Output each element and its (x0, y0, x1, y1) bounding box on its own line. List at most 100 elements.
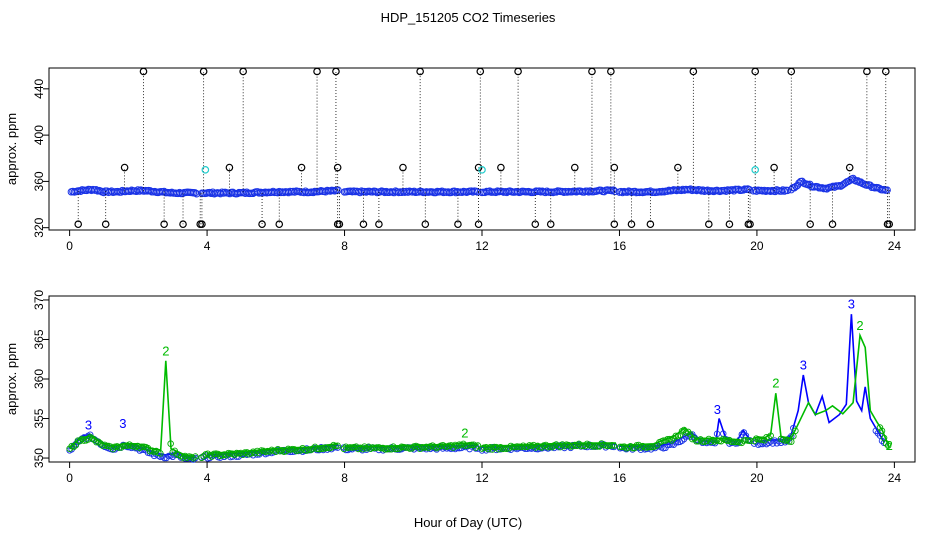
top-x-tick-label: 16 (613, 239, 627, 253)
series-2-point (501, 445, 508, 452)
series-3-data-label: 3 (714, 402, 721, 417)
baseline-point (745, 185, 754, 194)
series-2-point (179, 454, 187, 461)
top-x-tick-label: 12 (475, 239, 489, 253)
outlier-mid-point (570, 163, 579, 172)
series-2-point (373, 444, 381, 451)
outlier-low-point (627, 220, 636, 229)
series-2-point (746, 437, 754, 445)
series-2-point (402, 444, 409, 451)
outlier-low-point (258, 220, 266, 229)
series-2-point (223, 451, 230, 459)
outlier-high-point (332, 67, 340, 76)
outlier-low-point (474, 220, 483, 229)
outlier-mid-point (333, 163, 342, 172)
series-2-point (728, 438, 735, 445)
series-2-point (676, 431, 684, 439)
series-2-point (664, 435, 671, 443)
series-2-point (542, 441, 550, 449)
series-2-point (227, 450, 234, 457)
series-2-point (243, 449, 251, 456)
baseline-point (192, 190, 201, 198)
series-2-point (274, 445, 282, 453)
baseline-point (331, 187, 339, 195)
series-2-point (346, 444, 354, 451)
series-2-point (522, 443, 529, 451)
series-2-point (297, 447, 304, 454)
series-2-point (466, 441, 473, 449)
series-2-point (783, 436, 791, 444)
outlier-low-point (198, 220, 206, 229)
series-2-point (486, 444, 494, 451)
series-2-point (618, 443, 626, 451)
series-2-point (645, 443, 653, 451)
series-2-point (880, 434, 888, 442)
series-2-point (247, 449, 255, 457)
series-2-point (289, 445, 296, 453)
series-2-point (621, 443, 628, 450)
series-2-point (474, 442, 482, 449)
series-2-point (392, 445, 399, 453)
outlier-high-point (881, 67, 890, 76)
series-2-point (119, 442, 127, 450)
series-2-point (381, 446, 389, 453)
series-2-point (383, 445, 391, 453)
series-2-point (493, 443, 500, 451)
series-2-point (266, 448, 273, 455)
series-2-point (660, 437, 667, 444)
outlier-low-point (610, 220, 619, 229)
series-2-point (398, 443, 405, 451)
outlier-low-point (646, 220, 655, 229)
outlier-low-point (421, 220, 430, 229)
series-2-point (765, 434, 772, 442)
series-2-point (610, 442, 618, 449)
series-2-point (715, 437, 723, 445)
outlier-low-point (705, 220, 713, 229)
series-2-point (703, 437, 710, 445)
outlier-low-point (275, 220, 284, 229)
series-2-point (604, 442, 612, 450)
series-2-point (882, 440, 890, 447)
outlier-high-point (139, 67, 148, 76)
outlier-mid-point (120, 163, 129, 172)
series-2-point (695, 438, 702, 445)
series-2-point (282, 447, 290, 455)
series-2-point (80, 437, 88, 444)
series-2-point (233, 449, 240, 457)
outlier-cyan-point (478, 166, 486, 174)
series-2-point (396, 445, 403, 452)
series-2-data-label: 2 (856, 318, 863, 333)
series-2-point (561, 442, 568, 450)
baseline-point (779, 186, 787, 194)
outlier-high-point (863, 67, 871, 76)
outlier-low-point (74, 220, 83, 229)
bottom-x-tick-label: 20 (750, 471, 764, 485)
outlier-mid-point (845, 163, 854, 172)
series-2-point (134, 442, 141, 450)
series-2-point (291, 446, 298, 453)
series-2-point (788, 438, 795, 445)
series-2-point (515, 443, 523, 451)
series-2-point (757, 436, 764, 443)
series-2-point (190, 455, 197, 462)
series-3-data-label: 3 (848, 297, 855, 312)
top-x-tick-label: 24 (888, 239, 902, 253)
series-2-data-label: 2 (162, 343, 169, 358)
outlier-low-point (160, 220, 168, 229)
series-2-point (237, 449, 245, 457)
baseline-point (469, 188, 477, 196)
bottom-x-tick-label: 4 (204, 471, 211, 485)
bottom-x-tick-label: 24 (888, 471, 902, 485)
top-axes: 0 4 8 12 16 20 24 320 360 400 440 (32, 78, 901, 253)
outlier-high-point (199, 67, 208, 76)
outlier-mid-point (399, 163, 407, 172)
bottom-y-axis-label: approx. ppm (4, 343, 19, 415)
series-2-point (878, 427, 886, 435)
series-2-point (744, 437, 752, 444)
outlier-high-point (476, 67, 485, 76)
series-2-point (472, 444, 480, 451)
series-2-point (231, 451, 238, 459)
series-2-point (122, 442, 129, 449)
series-2-point (513, 443, 521, 450)
